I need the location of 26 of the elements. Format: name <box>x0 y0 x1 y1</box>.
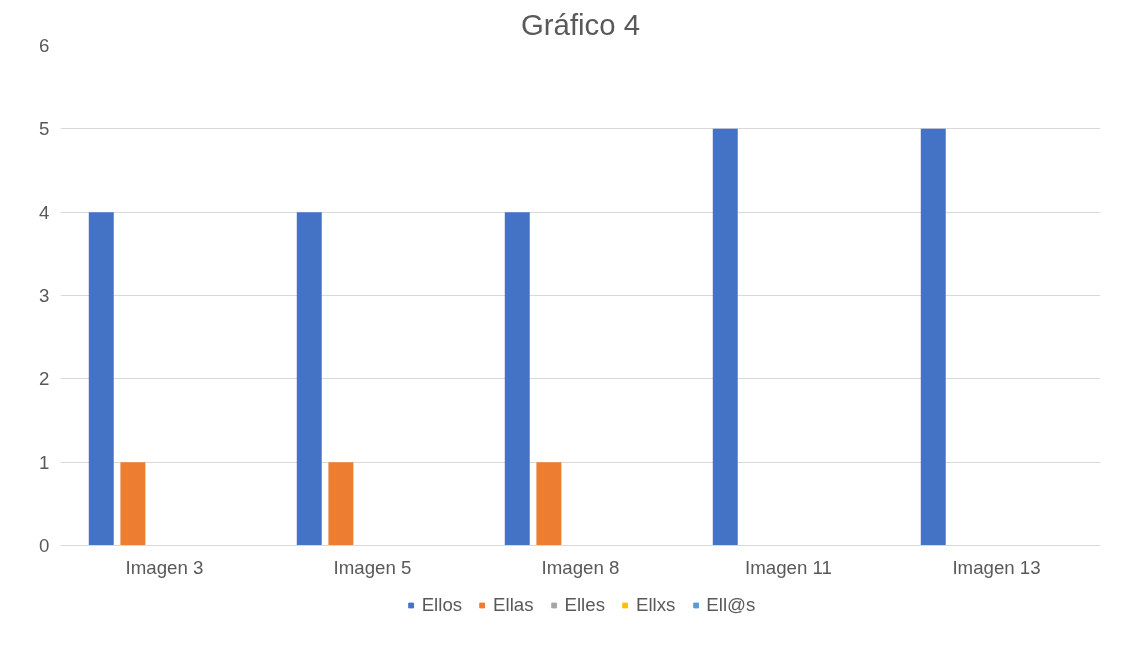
y-tick-label: 1 <box>39 451 50 473</box>
bar <box>120 462 146 546</box>
bar <box>504 212 530 546</box>
x-tick-label: Imagen 8 <box>541 556 620 578</box>
y-tick-label: 4 <box>39 201 50 223</box>
legend-label: Ellas <box>493 594 534 616</box>
bar <box>536 462 562 546</box>
y-tick-label: 2 <box>39 368 50 390</box>
x-tick-label: Imagen 13 <box>952 556 1041 578</box>
legend-label: Elles <box>564 594 605 616</box>
bar <box>328 462 354 546</box>
legend-label: Ell@s <box>706 594 756 616</box>
chart-title: Gráfico 4 <box>521 7 641 41</box>
x-tick-label: Imagen 5 <box>333 556 412 578</box>
y-tick-label: 3 <box>39 285 50 306</box>
y-tick-label: 0 <box>39 535 50 556</box>
y-tick-label: 6 <box>39 35 50 56</box>
x-tick-label: Imagen 3 <box>125 556 204 578</box>
x-tick-label: Imagen 11 <box>745 556 832 578</box>
bar <box>712 128 738 546</box>
bar <box>296 212 322 546</box>
bar <box>920 128 946 546</box>
bar <box>88 212 114 546</box>
legend-label: Ellos <box>421 594 463 616</box>
y-tick-label: 5 <box>39 118 50 140</box>
legend-label: Ellxs <box>635 594 676 616</box>
